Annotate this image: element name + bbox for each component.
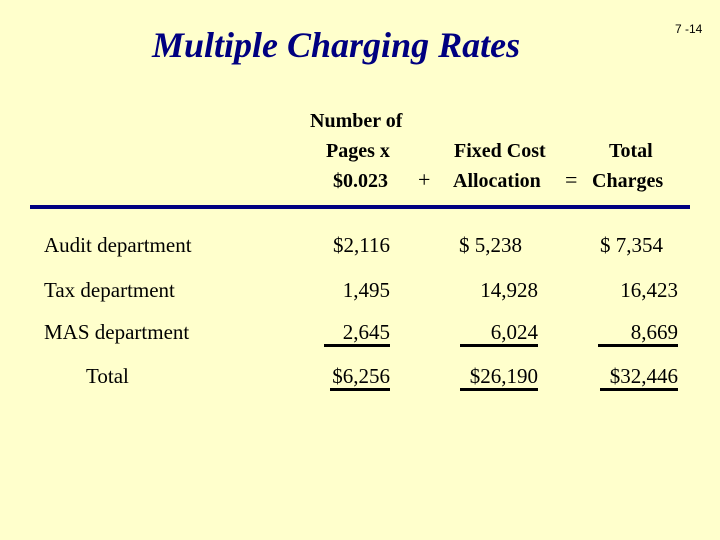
grand-total-underline — [600, 388, 678, 391]
total-pages-charge: $6,256 — [332, 364, 390, 388]
mas-fixed-underline — [460, 344, 538, 347]
total-pages-underline — [330, 388, 390, 391]
audit-total-charge: $ 7,354 — [600, 233, 663, 257]
row-label-mas: MAS department — [44, 320, 190, 344]
row-label-total: Total — [86, 364, 129, 388]
mas-pages-underline — [324, 344, 390, 347]
header-divider — [30, 205, 690, 209]
total-fixed-cost: $26,190 — [469, 364, 538, 388]
equals-operator: = — [565, 167, 578, 192]
mas-total-underline — [598, 344, 678, 347]
audit-pages-charge: $2,116 — [333, 233, 390, 257]
header-total-line2: Charges — [592, 170, 664, 192]
grand-total-charge: $32,446 — [609, 364, 678, 388]
audit-fixed-cost: $ 5,238 — [459, 233, 522, 257]
mas-total-charge: 8,669 — [630, 320, 678, 344]
total-fixed-underline — [460, 388, 538, 391]
header-fixed-line2: Allocation — [453, 170, 541, 192]
header-pages-line3: $0.023 — [333, 170, 388, 192]
tax-fixed-cost: 14,928 — [480, 278, 538, 302]
header-pages-line2: Pages x — [326, 140, 390, 162]
header-fixed-line1: Fixed Cost — [454, 140, 546, 162]
header-pages-line1: Number of — [310, 110, 403, 132]
header-total-line1: Total — [609, 140, 653, 162]
row-label-tax: Tax department — [44, 278, 175, 302]
tax-pages-charge: 1,495 — [342, 278, 390, 302]
tax-total-charge: 16,423 — [620, 278, 678, 302]
slide-title: Multiple Charging Rates — [152, 25, 521, 65]
plus-operator: + — [418, 167, 431, 192]
mas-pages-charge: 2,645 — [342, 320, 390, 344]
slide-number: 7 -14 — [675, 22, 703, 36]
mas-fixed-cost: 6,024 — [490, 320, 538, 344]
row-label-audit: Audit department — [44, 233, 192, 257]
